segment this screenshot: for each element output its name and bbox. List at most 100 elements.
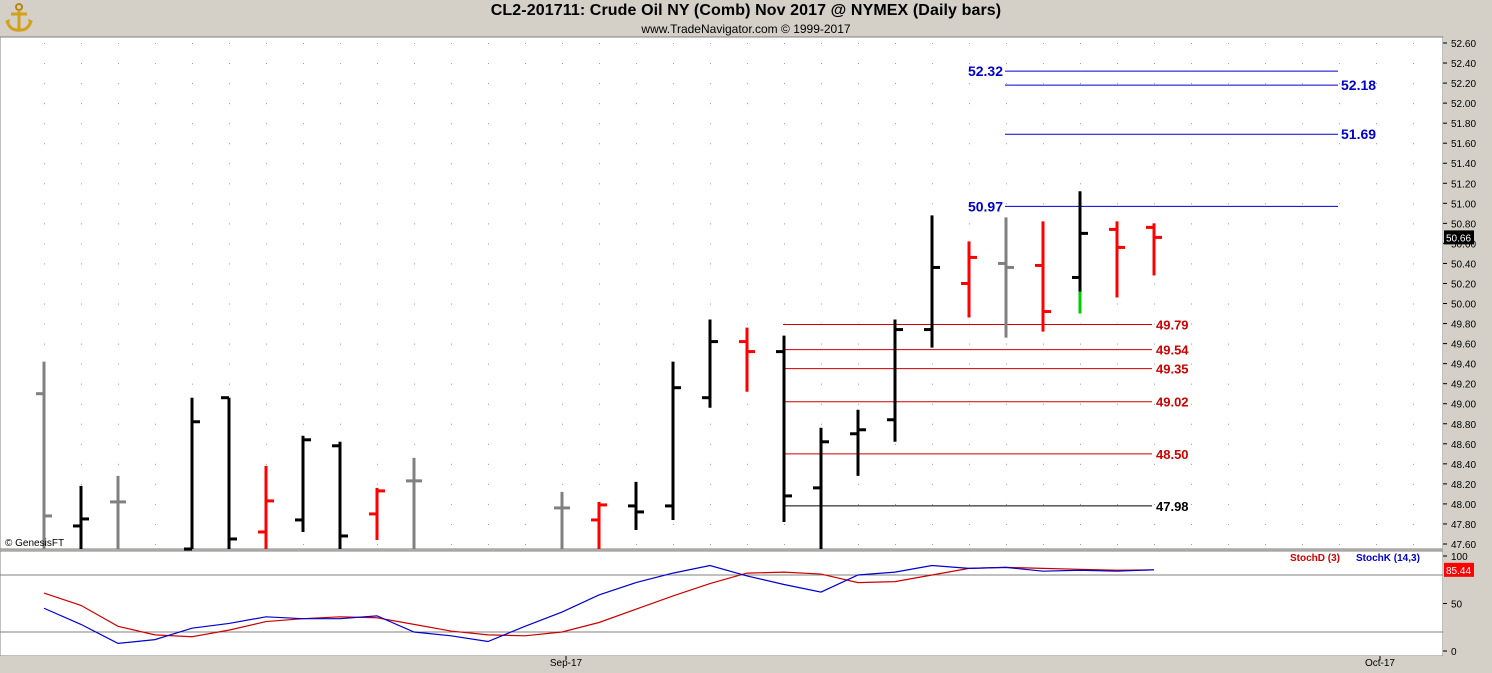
grid-dot [192, 203, 193, 205]
grid-dot [821, 223, 822, 225]
grid-dot [340, 263, 341, 265]
grid-dot [562, 363, 563, 365]
grid-dot [636, 543, 637, 545]
grid-dot [599, 123, 600, 125]
grid-dot [1006, 43, 1007, 45]
grid-dot [451, 363, 452, 365]
grid-dot [488, 463, 489, 465]
grid-dot [525, 523, 526, 525]
grid-dot [1265, 83, 1266, 85]
grid-dot [303, 323, 304, 325]
grid-dot [303, 243, 304, 245]
grid-dot [340, 183, 341, 185]
grid-dot [118, 43, 119, 45]
grid-dot [340, 303, 341, 305]
grid-dot [1302, 263, 1303, 265]
grid-dot [229, 163, 230, 165]
grid-dot [303, 63, 304, 65]
grid-dot [1154, 183, 1155, 185]
grid-dot [414, 383, 415, 385]
grid-dot [858, 123, 859, 125]
grid-dot [525, 163, 526, 165]
grid-dot [118, 183, 119, 185]
price-level-label: 52.18 [1341, 77, 1376, 93]
price-axis-label: 48.60 [1451, 440, 1476, 451]
grid-dot [525, 403, 526, 405]
price-axis-label: 51.40 [1451, 159, 1476, 170]
grid-dot [1006, 523, 1007, 525]
grid-dot [599, 183, 600, 185]
grid-dot [969, 43, 970, 45]
grid-dot [1191, 323, 1192, 325]
grid-dot [488, 483, 489, 485]
grid-dot [821, 303, 822, 305]
ohlc-bar [406, 457, 422, 549]
grid-dot [1302, 543, 1303, 545]
price-level-label: 47.98 [1156, 499, 1189, 514]
price-axis-label: 48.80 [1451, 420, 1476, 431]
grid-dot [488, 343, 489, 345]
grid-dot [1339, 83, 1340, 85]
grid-dot [488, 43, 489, 45]
grid-dot [1339, 523, 1340, 525]
grid-dot [229, 283, 230, 285]
grid-dot [1413, 283, 1414, 285]
grid-dot [784, 63, 785, 65]
grid-dot [1228, 343, 1229, 345]
grid-dot [1302, 183, 1303, 185]
grid-dot [1154, 83, 1155, 85]
grid-dot [599, 323, 600, 325]
grid-dot [451, 143, 452, 145]
grid-dot [81, 383, 82, 385]
price-axis-label: 52.20 [1451, 79, 1476, 90]
grid-dot [969, 63, 970, 65]
grid-dot [451, 123, 452, 125]
grid-dot [118, 203, 119, 205]
grid-dot [673, 323, 674, 325]
price-axis-label: 49.40 [1451, 360, 1476, 371]
grid-dot [1154, 363, 1155, 365]
grid-dot [932, 443, 933, 445]
grid-dot [1265, 323, 1266, 325]
grid-dot [562, 403, 563, 405]
grid-dot [599, 283, 600, 285]
grid-dot [747, 263, 748, 265]
grid-dot [377, 243, 378, 245]
grid-dot [599, 443, 600, 445]
grid-dot [192, 183, 193, 185]
grid-dot [636, 243, 637, 245]
grid-dot [599, 223, 600, 225]
grid-dot [895, 303, 896, 305]
grid-dot [895, 463, 896, 465]
grid-dot [1043, 403, 1044, 405]
grid-dot [1043, 483, 1044, 485]
grid-dot [1302, 83, 1303, 85]
grid-dot [118, 303, 119, 305]
grid-dot [747, 83, 748, 85]
grid-dot [747, 103, 748, 105]
stochastic-axis-label: 0 [1451, 647, 1457, 658]
grid-dot [1376, 423, 1377, 425]
grid-dot [1413, 223, 1414, 225]
anchor-logo-icon[interactable] [4, 3, 34, 33]
ohlc-bar [739, 327, 755, 392]
ohlc-bar [776, 335, 792, 522]
grid-dot [1413, 523, 1414, 525]
grid-dot [414, 243, 415, 245]
grid-dot [1006, 363, 1007, 365]
grid-dot [858, 143, 859, 145]
grid-dot [562, 423, 563, 425]
grid-dot [932, 203, 933, 205]
grid-dot [340, 83, 341, 85]
grid-dot [636, 123, 637, 125]
grid-dot [155, 103, 156, 105]
grid-dot [969, 523, 970, 525]
grid-dot [118, 443, 119, 445]
grid-dot [932, 123, 933, 125]
grid-dot [266, 423, 267, 425]
grid-dot [1080, 523, 1081, 525]
bottom-axis-band [0, 656, 1492, 673]
grid-dot [81, 63, 82, 65]
grid-dot [1265, 343, 1266, 345]
grid-dot [858, 83, 859, 85]
